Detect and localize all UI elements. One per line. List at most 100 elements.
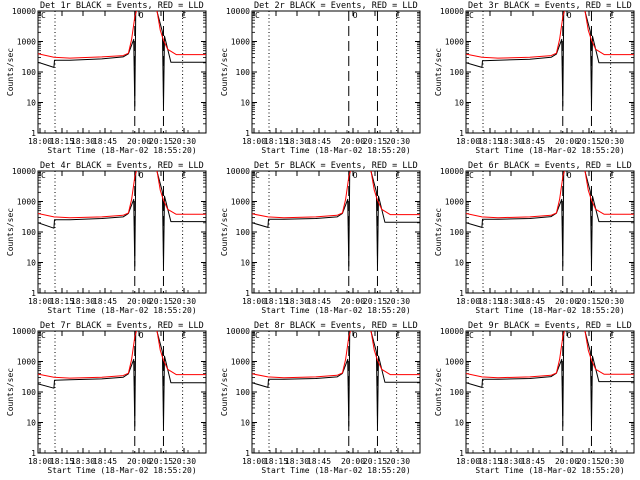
series-line-events xyxy=(38,171,206,267)
y-axis-label: Counts/sec xyxy=(6,208,15,256)
x-tick-label: 18:00 xyxy=(456,137,480,146)
attenuator-state-label: C xyxy=(395,331,400,340)
y-tick-label: 10 xyxy=(454,99,464,108)
x-tick-label: 18:15 xyxy=(478,457,502,466)
attenuator-state-label: C xyxy=(181,171,186,180)
y-tick-label: 1000 xyxy=(231,198,250,207)
y-axis-label: Counts/sec xyxy=(220,48,229,96)
y-tick-label: 100 xyxy=(236,388,251,397)
x-axis-label: Start Time (18-Mar-02 18:55:20) xyxy=(475,146,624,155)
y-tick-label: 1000 xyxy=(17,38,36,47)
attenuator-state-label: C xyxy=(41,11,46,20)
attenuator-state-label: O xyxy=(567,11,572,20)
x-tick-label: 18:15 xyxy=(50,297,74,306)
x-tick-label: 18:45 xyxy=(307,457,331,466)
x-tick-label: 20:00 xyxy=(341,297,365,306)
y-tick-label: 1 xyxy=(245,289,250,298)
x-tick-label: 18:00 xyxy=(242,457,266,466)
x-tick-label: 20:30 xyxy=(386,457,410,466)
x-tick-label: 18:15 xyxy=(478,297,502,306)
series-line-events xyxy=(252,331,420,427)
panel-title: Det 6r BLACK = Events, RED = LLD xyxy=(468,161,632,171)
x-tick-label: 20:30 xyxy=(386,297,410,306)
x-tick-label: 20:15 xyxy=(149,297,173,306)
y-tick-label: 1000 xyxy=(231,38,250,47)
x-axis-label: Start Time (18-Mar-02 18:55:20) xyxy=(475,306,624,315)
y-tick-label: 1000 xyxy=(231,358,250,367)
y-tick-label: 1 xyxy=(31,289,36,298)
y-tick-label: 1 xyxy=(245,129,250,138)
y-axis-label: Counts/sec xyxy=(6,48,15,96)
x-tick-label: 20:15 xyxy=(149,137,173,146)
x-tick-label: 18:45 xyxy=(307,137,331,146)
y-tick-label: 1 xyxy=(31,449,36,458)
series-group xyxy=(466,331,634,427)
series-line-events xyxy=(466,331,634,427)
attenuator-state-label: C xyxy=(469,11,474,20)
attenuator-state-label: O xyxy=(139,11,144,20)
plot-frame xyxy=(37,10,207,134)
x-axis-label: Start Time (18-Mar-02 18:55:20) xyxy=(261,146,410,155)
y-axis-label: Counts/sec xyxy=(220,208,229,256)
x-tick-label: 20:15 xyxy=(363,457,387,466)
x-tick-label: 18:30 xyxy=(285,137,309,146)
y-tick-label: 1000 xyxy=(445,198,464,207)
x-tick-label: 18:00 xyxy=(28,297,52,306)
x-axis-label: Start Time (18-Mar-02 18:55:20) xyxy=(47,146,196,155)
x-tick-label: 18:15 xyxy=(50,457,74,466)
y-tick-label: 1 xyxy=(245,449,250,458)
x-tick-label: 20:00 xyxy=(555,137,579,146)
attenuator-state-label: C xyxy=(255,11,260,20)
x-tick-label: 18:30 xyxy=(71,297,95,306)
y-tick-label: 10000 xyxy=(226,327,250,336)
x-tick-label: 20:00 xyxy=(555,297,579,306)
series-line-lld xyxy=(38,331,206,379)
x-tick-label: 20:15 xyxy=(577,297,601,306)
y-tick-label: 100 xyxy=(22,228,37,237)
attenuator-state-label: C xyxy=(255,171,260,180)
x-tick-label: 18:30 xyxy=(499,457,523,466)
x-tick-label: 18:00 xyxy=(456,457,480,466)
x-tick-label: 20:15 xyxy=(363,137,387,146)
x-tick-label: 20:30 xyxy=(600,297,624,306)
attenuator-state-label: O xyxy=(353,331,358,340)
series-line-events xyxy=(38,331,206,427)
y-tick-label: 1000 xyxy=(17,358,36,367)
attenuator-state-label: O xyxy=(353,11,358,20)
plot-frame xyxy=(465,170,635,294)
x-tick-label: 18:15 xyxy=(264,457,288,466)
y-tick-label: 100 xyxy=(22,388,37,397)
x-axis-label: Start Time (18-Mar-02 18:55:20) xyxy=(261,466,410,475)
x-tick-label: 20:00 xyxy=(341,457,365,466)
y-tick-label: 10 xyxy=(26,259,36,268)
y-axis-label: Counts/sec xyxy=(434,208,443,256)
x-tick-label: 18:30 xyxy=(71,137,95,146)
panel-det-5r: Det 5r BLACK = Events, RED = LLD 1 10 100 10… xyxy=(220,161,421,315)
y-tick-label: 10 xyxy=(26,419,36,428)
y-axis-label: Counts/sec xyxy=(434,48,443,96)
series-line-events xyxy=(466,11,634,107)
y-tick-label: 10000 xyxy=(440,167,464,176)
x-tick-label: 20:30 xyxy=(172,457,196,466)
x-tick-label: 20:15 xyxy=(577,457,601,466)
attenuator-state-label: O xyxy=(139,331,144,340)
x-tick-label: 18:30 xyxy=(285,457,309,466)
x-tick-label: 18:45 xyxy=(521,137,545,146)
attenuator-state-label: C xyxy=(181,11,186,20)
plot-frame xyxy=(37,330,207,454)
x-tick-label: 18:45 xyxy=(521,457,545,466)
attenuator-state-label: O xyxy=(353,171,358,180)
x-tick-label: 18:30 xyxy=(499,297,523,306)
series-line-events xyxy=(466,171,634,267)
x-tick-label: 18:00 xyxy=(242,137,266,146)
panel-det-4r: Det 4r BLACK = Events, RED = LLD 1 10 100 10… xyxy=(6,161,207,315)
y-tick-label: 10000 xyxy=(226,7,250,16)
panel-det-7r: Det 7r BLACK = Events, RED = LLD 1 10 100 10… xyxy=(6,321,207,475)
x-tick-label: 20:00 xyxy=(127,457,151,466)
x-axis-label: Start Time (18-Mar-02 18:55:20) xyxy=(475,466,624,475)
y-tick-label: 10000 xyxy=(440,7,464,16)
series-line-lld xyxy=(252,171,420,219)
panel-det-8r: Det 8r BLACK = Events, RED = LLD 1 10 100 10… xyxy=(220,321,421,475)
panel-title: Det 7r BLACK = Events, RED = LLD xyxy=(40,321,204,331)
attenuator-state-label: C xyxy=(609,331,614,340)
